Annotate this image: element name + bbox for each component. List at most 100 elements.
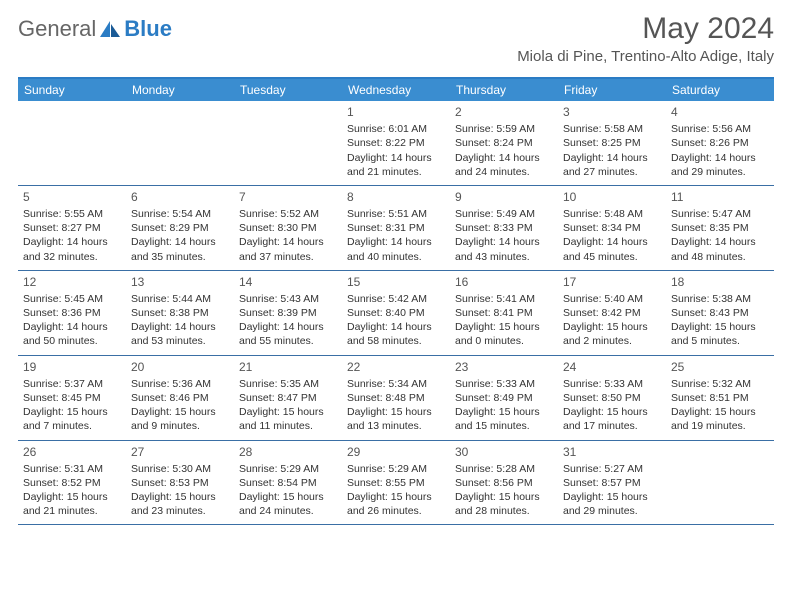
day-cell: 2Sunrise: 5:59 AMSunset: 8:24 PMDaylight…: [450, 101, 558, 185]
day-cell: 14 Sunrise: 5:43 AMSunset: 8:39 PMDayligh…: [234, 271, 342, 355]
day-number: 28: [239, 444, 337, 460]
day-cell: 12Sunrise: 5:45 AMSunset: 8:36 PMDayligh…: [18, 271, 126, 355]
day-number: 18: [671, 274, 769, 290]
day-number: 21: [239, 359, 337, 375]
sunset-text: Sunset: 8:30 PM: [239, 221, 337, 235]
location-text: Miola di Pine, Trentino-Alto Adige, Ital…: [517, 48, 774, 65]
day-number: 14: [239, 274, 337, 290]
sunset-text: Sunset: 8:31 PM: [347, 221, 445, 235]
daylight-text: Daylight: 14 hours and 53 minutes.: [131, 320, 229, 348]
day-number: 27: [131, 444, 229, 460]
day-number: 30: [455, 444, 553, 460]
daylight-text: Daylight: 14 hours and 32 minutes.: [23, 235, 121, 263]
sunset-text: Sunset: 8:41 PM: [455, 306, 553, 320]
sunset-text: Sunset: 8:49 PM: [455, 391, 553, 405]
day-cell: 3Sunrise: 5:58 AMSunset: 8:25 PMDaylight…: [558, 101, 666, 185]
day-number: 10: [563, 189, 661, 205]
sunrise-text: Sunrise: 5:31 AM: [23, 462, 121, 476]
daylight-text: Daylight: 14 hours and 48 minutes.: [671, 235, 769, 263]
sunset-text: Sunset: 8:54 PM: [239, 476, 337, 490]
day-number: 31: [563, 444, 661, 460]
day-number: 2: [455, 104, 553, 120]
daylight-text: Daylight: 14 hours and 58 minutes.: [347, 320, 445, 348]
day-number: 17: [563, 274, 661, 290]
week-row: 19 Sunrise: 5:37 AMSunset: 8:45 PM Dayligh…: [18, 356, 774, 441]
sunset-text: Sunset: 8:55 PM: [347, 476, 445, 490]
logo-sail-icon: [100, 21, 122, 37]
daylight-text: Daylight: 15 hours and 2 minutes.: [563, 320, 661, 348]
weekday-sunday: Sunday: [18, 79, 126, 101]
sunset-text: Sunset: 8:26 PM: [671, 136, 769, 150]
sunset-text: Sunset: 8:38 PM: [131, 306, 229, 320]
day-cell: 10Sunrise: 5:48 AMSunset: 8:34 PMDayligh…: [558, 186, 666, 270]
day-number: 20: [131, 359, 229, 375]
daylight-text: Daylight: 14 hours and 55 minutes.: [239, 320, 337, 348]
day-number: 23: [455, 359, 553, 375]
day-cell: 29Sunrise: 5:29 AMSunset: 8:55 PMDayligh…: [342, 441, 450, 525]
day-number: 11: [671, 189, 769, 205]
sunset-text: Sunset: 8:48 PM: [347, 391, 445, 405]
day-cell: 4Sunrise: 5:56 AMSunset: 8:26 PMDaylight…: [666, 101, 774, 185]
daylight-text: Daylight: 15 hours and 13 minutes.: [347, 405, 445, 433]
day-cell: 27Sunrise: 5:30 AMSunset: 8:53 PMDayligh…: [126, 441, 234, 525]
sunrise-text: Sunrise: 5:58 AM: [563, 122, 661, 136]
sunset-text: Sunset: 8:42 PM: [563, 306, 661, 320]
week-row: 26Sunrise: 5:31 AMSunset: 8:52 PMDayligh…: [18, 441, 774, 526]
day-cell: 9Sunrise: 5:49 AMSunset: 8:33 PMDaylight…: [450, 186, 558, 270]
sunset-text: Sunset: 8:51 PM: [671, 391, 769, 405]
daylight-text: Daylight: 14 hours and 29 minutes.: [671, 151, 769, 179]
sunrise-text: Sunrise: 5:55 AM: [23, 207, 121, 221]
sunset-text: Sunset: 8:56 PM: [455, 476, 553, 490]
sunrise-text: Sunrise: 5:32 AM: [671, 377, 769, 391]
sunset-text: Sunset: 8:39 PM: [239, 306, 337, 320]
day-cell: 1Sunrise: 6:01 AMSunset: 8:22 PMDaylight…: [342, 101, 450, 185]
calendar: SundayMondayTuesdayWednesdayThursdayFrid…: [18, 77, 774, 525]
day-cell: 25Sunrise: 5:32 AMSunset: 8:51 PMDayligh…: [666, 356, 774, 440]
daylight-text: Daylight: 14 hours and 27 minutes.: [563, 151, 661, 179]
daylight-text: Daylight: 14 hours and 40 minutes.: [347, 235, 445, 263]
day-cell: 13Sunrise: 5:44 AMSunset: 8:38 PMDayligh…: [126, 271, 234, 355]
day-cell: 24Sunrise: 5:33 AMSunset: 8:50 PMDayligh…: [558, 356, 666, 440]
daylight-text: Daylight: 15 hours and 11 minutes.: [239, 405, 337, 433]
daylight-text: Daylight: 15 hours and 28 minutes.: [455, 490, 553, 518]
sunrise-text: Sunrise: 6:01 AM: [347, 122, 445, 136]
weekday-monday: Monday: [126, 79, 234, 101]
sunset-text: Sunset: 8:46 PM: [131, 391, 229, 405]
daylight-text: Daylight: 15 hours and 0 minutes.: [455, 320, 553, 348]
sunrise-text: Sunrise: 5:28 AM: [455, 462, 553, 476]
daylight-text: Daylight: 14 hours and 50 minutes.: [23, 320, 121, 348]
sunrise-text: Sunrise: 5:49 AM: [455, 207, 553, 221]
sunrise-text: Sunrise: 5:56 AM: [671, 122, 769, 136]
sunset-text: Sunset: 8:25 PM: [563, 136, 661, 150]
day-number: 29: [347, 444, 445, 460]
day-number: 26: [23, 444, 121, 460]
sunrise-text: Sunrise: 5:37 AM: [23, 377, 121, 391]
daylight-text: Daylight: 15 hours and 26 minutes.: [347, 490, 445, 518]
week-row: 1Sunrise: 6:01 AMSunset: 8:22 PMDaylight…: [18, 101, 774, 186]
sunrise-text: Sunrise: 5:33 AM: [563, 377, 661, 391]
weekday-saturday: Saturday: [666, 79, 774, 101]
sunset-text: Sunset: 8:52 PM: [23, 476, 121, 490]
day-cell: 11Sunrise: 5:47 AMSunset: 8:35 PMDayligh…: [666, 186, 774, 270]
daylight-text: Daylight: 15 hours and 19 minutes.: [671, 405, 769, 433]
sunset-text: Sunset: 8:45 PM: [23, 391, 121, 405]
day-number: 6: [131, 189, 229, 205]
day-number: 1: [347, 104, 445, 120]
daylight-text: Daylight: 14 hours and 43 minutes.: [455, 235, 553, 263]
sunset-text: Sunset: 8:33 PM: [455, 221, 553, 235]
sunrise-text: Sunrise: 5:27 AM: [563, 462, 661, 476]
sunset-text: Sunset: 8:43 PM: [671, 306, 769, 320]
daylight-text: Daylight: 15 hours and 17 minutes.: [563, 405, 661, 433]
daylight-text: Daylight: 15 hours and 21 minutes.: [23, 490, 121, 518]
day-cell: 20Sunrise: 5:36 AMSunset: 8:46 PMDayligh…: [126, 356, 234, 440]
weekday-tuesday: Tuesday: [234, 79, 342, 101]
day-cell: 23Sunrise: 5:33 AMSunset: 8:49 PMDayligh…: [450, 356, 558, 440]
day-number: 19: [23, 359, 121, 375]
sunrise-text: Sunrise: 5:41 AM: [455, 292, 553, 306]
daylight-text: Daylight: 15 hours and 15 minutes.: [455, 405, 553, 433]
logo: General Blue: [18, 16, 172, 42]
sunrise-text: Sunrise: 5:43 AM: [239, 292, 337, 306]
daylight-text: Daylight: 14 hours and 37 minutes.: [239, 235, 337, 263]
sunrise-text: Sunrise: 5:34 AM: [347, 377, 445, 391]
daylight-text: Daylight: 14 hours and 35 minutes.: [131, 235, 229, 263]
